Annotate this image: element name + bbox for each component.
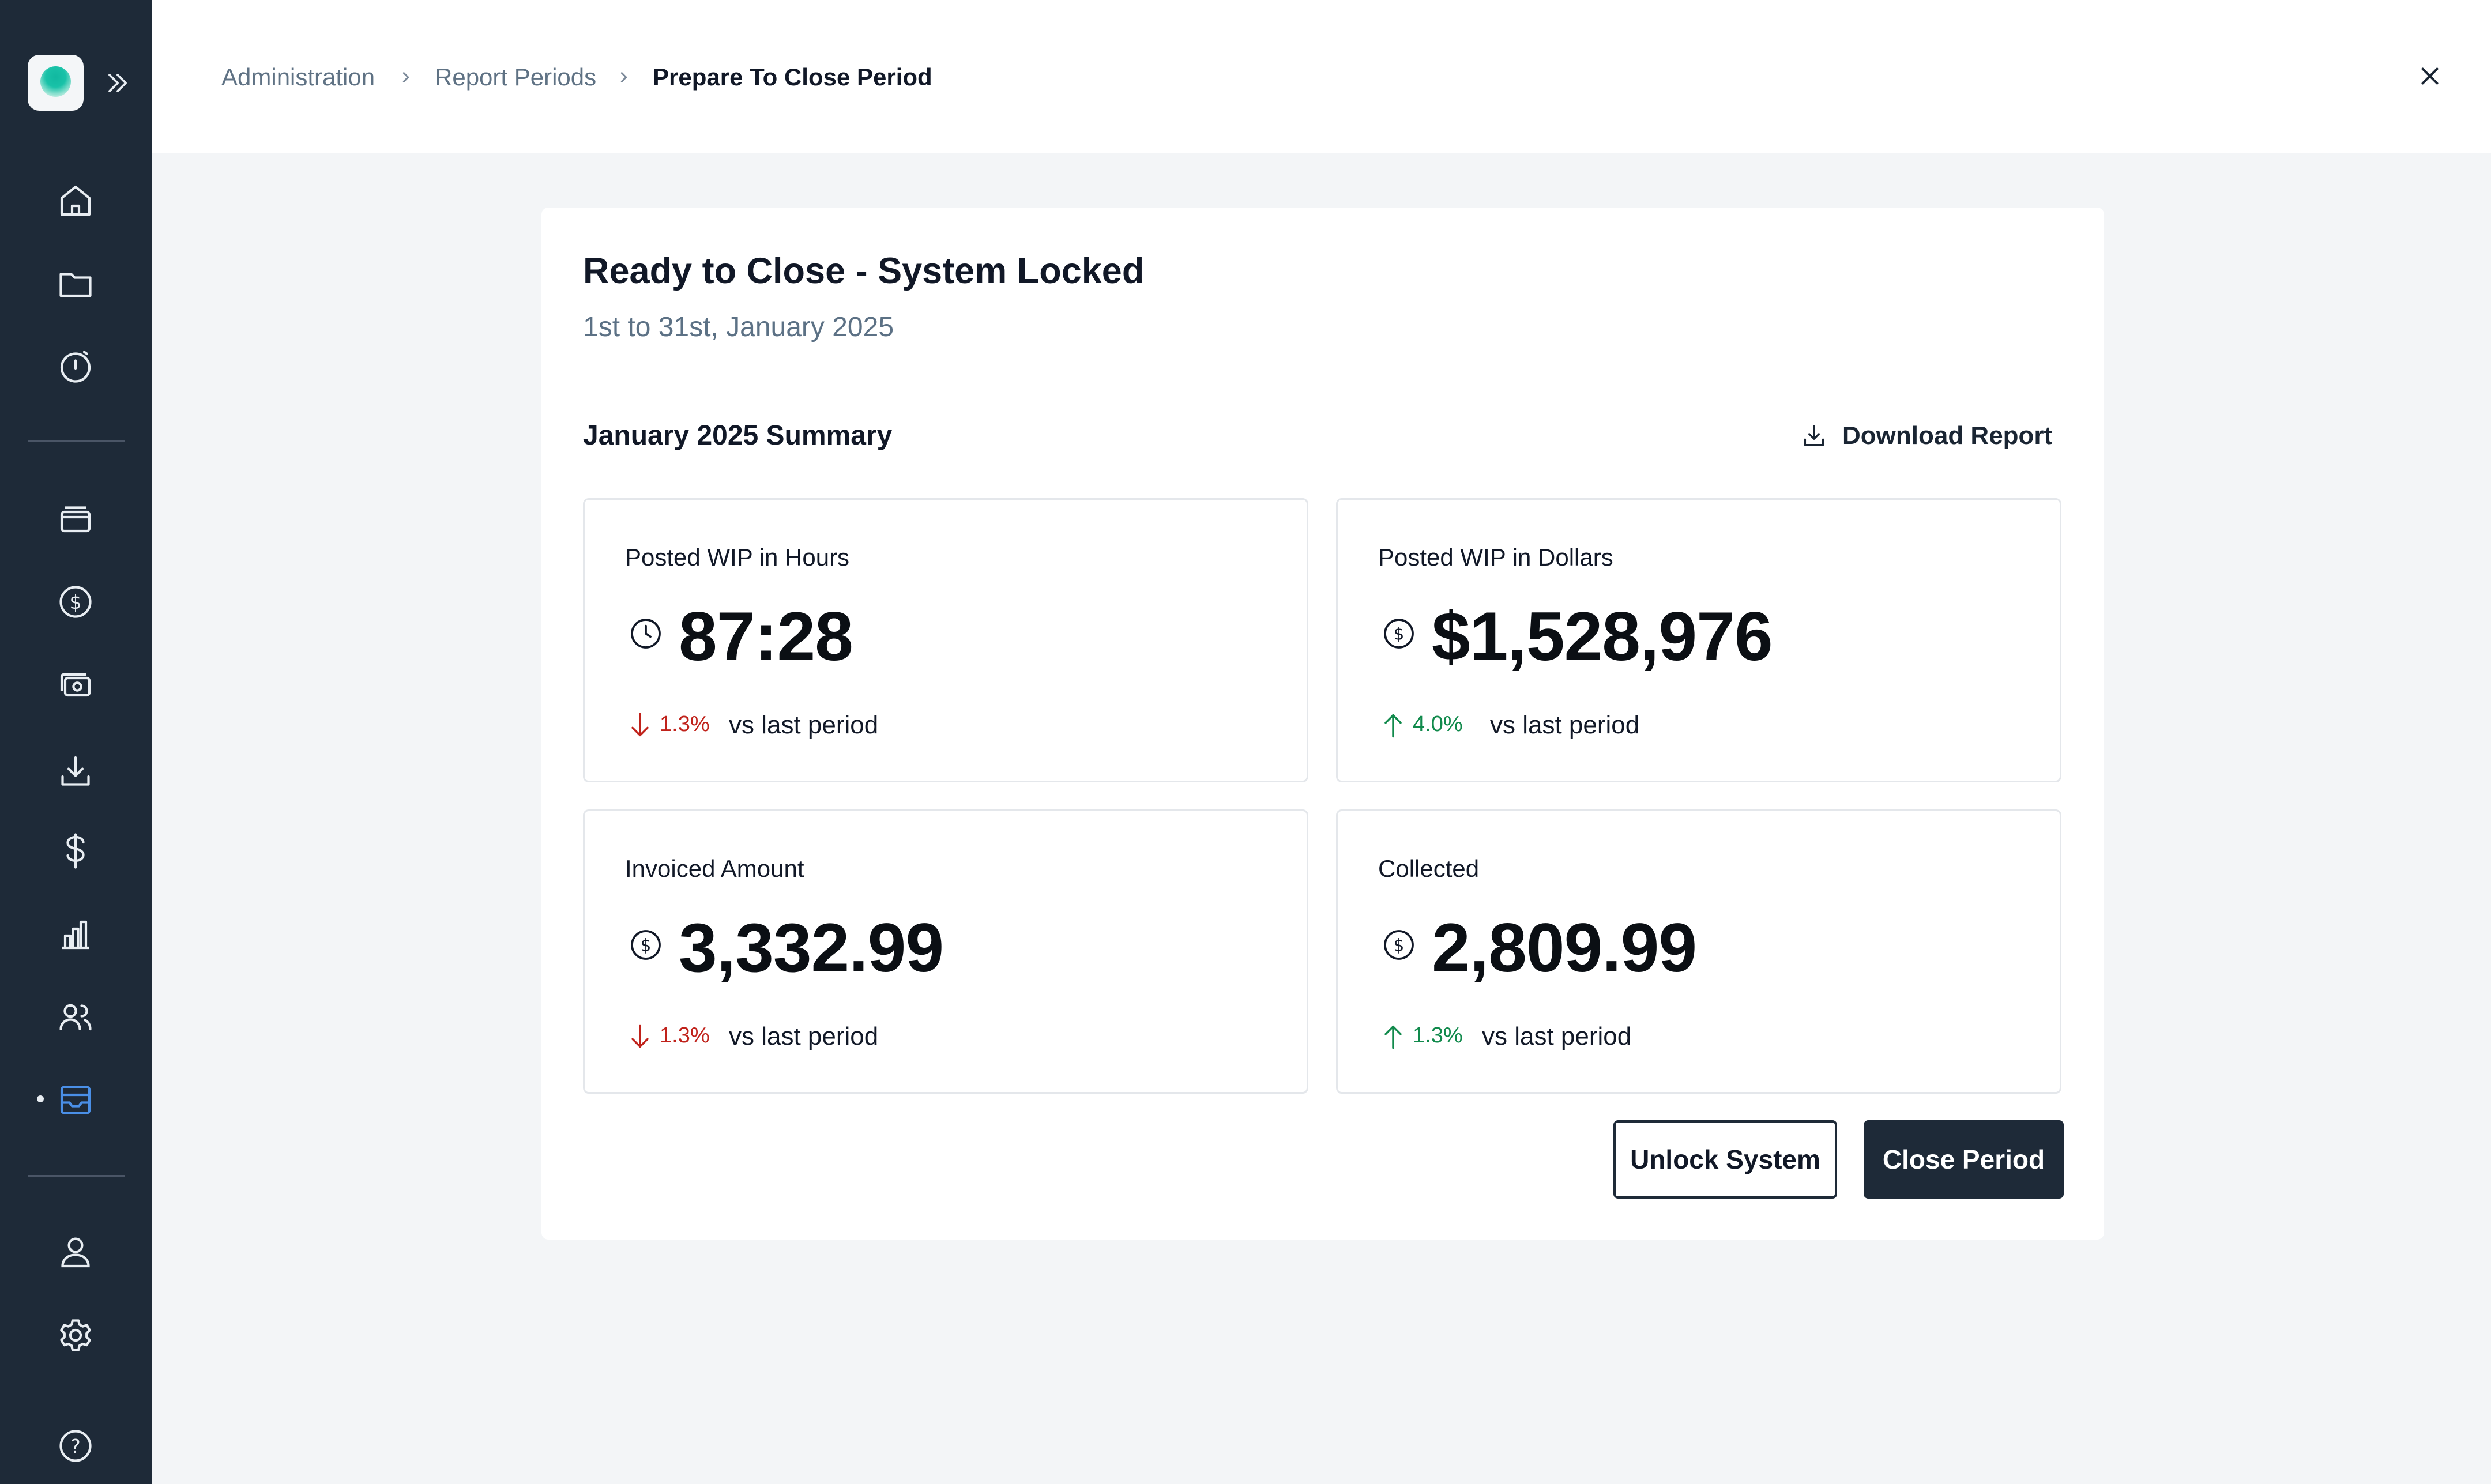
arrow-up-icon [1384,1025,1402,1049]
dollar-circle-icon[interactable]: $ [55,581,96,623]
users-icon[interactable] [55,996,96,1038]
cash-icon[interactable] [55,664,96,706]
briefcase-icon[interactable] [55,498,96,540]
help-icon[interactable]: ? [55,1425,96,1467]
home-icon[interactable] [55,180,96,221]
chevron-right-icon [620,72,627,82]
download-report-label: Download Report [1842,421,2053,450]
stat-card-wip-dollars: Posted WIP in Dollars $ $1,528,976 4.0% … [1336,498,2061,782]
stat-card-invoiced: Invoiced Amount $ 3,332.99 1.3% vs last … [583,809,1308,1094]
svg-text:$: $ [70,591,82,613]
double-chevron-right-icon[interactable] [101,67,134,99]
arrow-up-icon [1384,714,1402,738]
trend-text: vs last period [729,1022,879,1050]
inbox-icon[interactable] [55,1079,96,1121]
close-icon[interactable] [2413,59,2447,93]
stat-label: Posted WIP in Dollars [1378,544,1613,571]
trend-text: vs last period [1482,1022,1632,1050]
user-icon[interactable] [55,1231,96,1273]
close-period-button[interactable]: Close Period [1864,1120,2064,1199]
svg-text:$: $ [1394,624,1405,644]
trend-percent: 4.0% [1413,712,1463,736]
stat-card-wip-hours: Posted WIP in Hours 87:28 1.3% vs last p… [583,498,1308,782]
unlock-system-button[interactable]: Unlock System [1613,1120,1837,1199]
bar-chart-icon[interactable] [55,913,96,955]
download-icon[interactable] [55,751,96,792]
download-report-button[interactable]: Download Report [1800,419,2052,453]
clock-icon [631,619,661,649]
stat-card-collected: Collected $ 2,809.99 1.3% vs last period [1336,809,2061,1094]
stat-label: Invoiced Amount [625,855,804,882]
folder-icon[interactable] [55,263,96,304]
summary-title: January 2025 Summary [583,420,893,451]
breadcrumb-administration[interactable]: Administration [221,63,375,91]
trend-percent: 1.3% [660,1023,710,1048]
page-title: Ready to Close - System Locked [583,251,1145,291]
stat-label: Posted WIP in Hours [625,544,850,571]
period-range: 1st to 31st, January 2025 [583,312,894,342]
stat-label: Collected [1378,855,1480,882]
trend-percent: 1.3% [1413,1023,1463,1048]
stat-value: 3,332.99 [679,909,944,986]
arrow-down-icon [631,1024,649,1048]
stat-value: 87:28 [679,598,853,675]
top-bar: Administration Report Periods Prepare To… [152,0,2491,153]
breadcrumb-current: Prepare To Close Period [653,63,932,91]
svg-text:$: $ [1394,936,1405,955]
dollar-circle-icon: $ [1384,619,1414,649]
stat-value: 2,809.99 [1432,909,1697,986]
dollar-circle-icon: $ [631,930,661,960]
chevron-right-icon [402,72,409,82]
stat-value: $1,528,976 [1432,598,1773,675]
trend-text: vs last period [1490,711,1640,739]
trend-percent: 1.3% [660,712,710,736]
active-indicator [37,1095,44,1102]
arrow-down-icon [631,713,649,737]
timer-icon[interactable] [55,346,96,387]
settings-icon[interactable] [55,1314,96,1356]
svg-text:?: ? [70,1435,81,1457]
breadcrumb-report-periods[interactable]: Report Periods [435,63,597,91]
sidebar: $ ? [0,0,152,1484]
trend-text: vs last period [729,711,879,739]
dollar-icon[interactable] [55,830,96,872]
close-period-card: Ready to Close - System Locked 1st to 31… [541,208,2104,1240]
svg-text:$: $ [641,936,652,955]
app-logo[interactable] [28,55,84,111]
download-icon [1804,425,1824,446]
dollar-circle-icon: $ [1384,930,1414,960]
